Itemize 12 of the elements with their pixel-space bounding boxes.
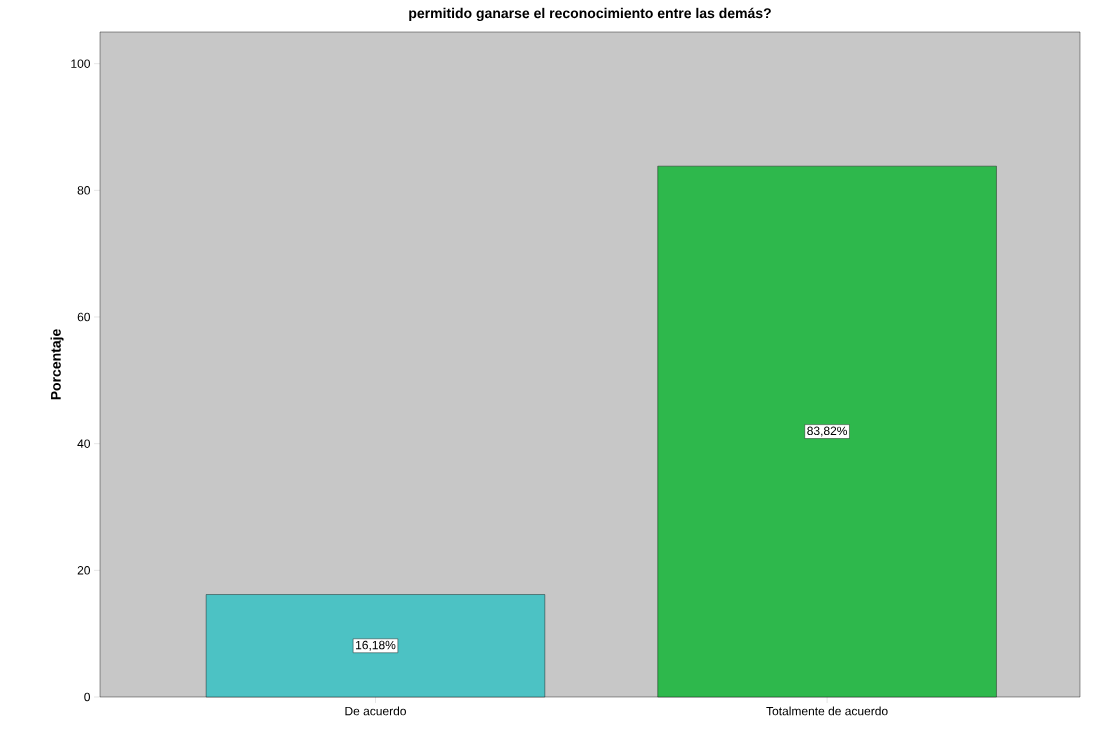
x-tick-label: Totalmente de acuerdo	[766, 706, 888, 716]
y-tick-label: 20	[77, 566, 90, 575]
data-label: 83,82%	[807, 426, 848, 437]
chart-title: permitido ganarse el reconocimiento entre las demás?	[409, 7, 771, 21]
y-axis-title: Porcentaje	[50, 329, 64, 400]
x-tick-label: De acuerdo	[345, 706, 406, 716]
y-tick-label: 100	[71, 59, 90, 68]
y-tick-label: 0	[84, 692, 91, 702]
data-label: 16,18%	[356, 640, 396, 651]
y-tick-label: 40	[77, 439, 90, 448]
y-tick-label: 60	[77, 312, 90, 322]
y-tick-label: 80	[77, 186, 90, 195]
